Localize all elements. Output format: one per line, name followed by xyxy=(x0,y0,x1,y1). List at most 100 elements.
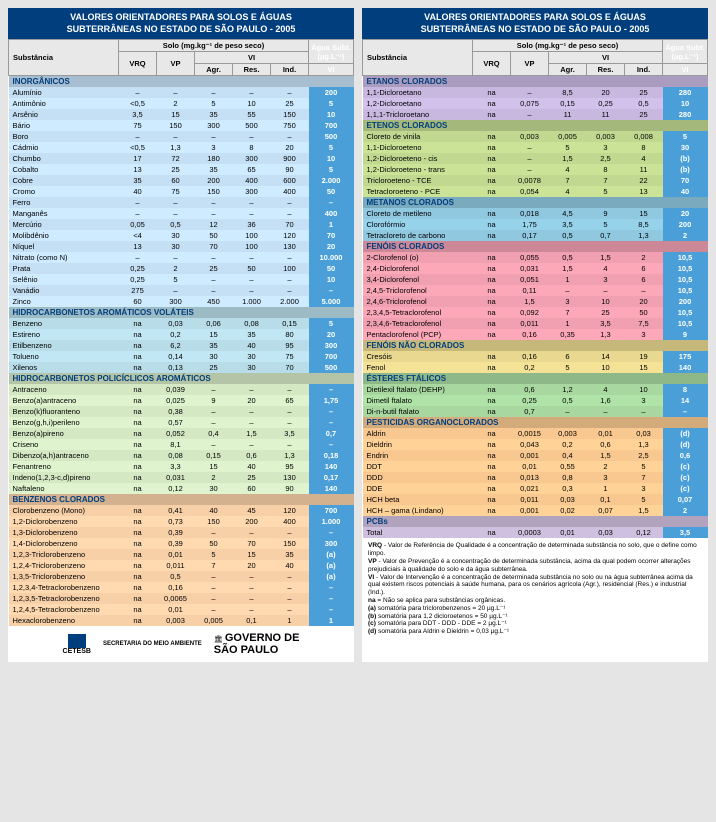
cell: 3 xyxy=(549,296,587,307)
cell: 1,2-Dicloroetano xyxy=(363,98,473,109)
cell: 0,14 xyxy=(157,351,195,362)
cell: na xyxy=(119,362,157,373)
cell: Benzo(g,h,i)perileno xyxy=(9,417,119,428)
cell: na xyxy=(473,450,511,461)
cell: 15 xyxy=(195,329,233,340)
cell: 1,5 xyxy=(587,252,625,263)
cell: Benzo(a)pireno xyxy=(9,428,119,439)
cell: 0,5 xyxy=(549,395,587,406)
cell: 0,055 xyxy=(511,252,549,263)
cell: 1,5 xyxy=(625,505,663,516)
table-row: 1,3-Diclorobenzenona0,39–––– xyxy=(9,527,354,538)
cell: – xyxy=(119,87,157,98)
cell: 0,08 xyxy=(157,450,195,461)
cell: 10,5 xyxy=(663,285,708,296)
table-row: Benzo(a)antracenona0,025920651,75 xyxy=(9,395,354,406)
cell: na xyxy=(473,505,511,516)
cell: 10 xyxy=(587,296,625,307)
cell: 1.000 xyxy=(309,516,354,527)
cell: 1,3 xyxy=(271,450,309,461)
cell: – xyxy=(233,131,271,142)
cell: HCH beta xyxy=(363,494,473,505)
th-substancia: Substância xyxy=(9,40,119,76)
cell: 90 xyxy=(271,164,309,175)
cell: (a) xyxy=(309,549,354,560)
table-row: 2,3,4,6-Tetraclorofenolna0,01113,57,510,… xyxy=(363,318,708,329)
cell: – xyxy=(625,285,663,296)
cell: Cobalto xyxy=(9,164,119,175)
cell: Cobre xyxy=(9,175,119,186)
cell: – xyxy=(625,406,663,417)
cell: – xyxy=(195,604,233,615)
cell: Dibenzo(a,h)antraceno xyxy=(9,450,119,461)
cell: 2 xyxy=(157,263,195,274)
cell: 0,5 xyxy=(549,252,587,263)
cell: 0,0015 xyxy=(511,428,549,439)
cell: Fenantreno xyxy=(9,461,119,472)
cell: 0,7 xyxy=(587,230,625,241)
table-row: Zinco603004501.0002.0005.000 xyxy=(9,296,354,307)
cell: 0,039 xyxy=(157,384,195,395)
section-header: ÉSTERES FTÁLICOS xyxy=(363,373,708,384)
cell: (a) xyxy=(309,571,354,582)
cell: 10.000 xyxy=(309,252,354,263)
th-res: Res. xyxy=(233,64,271,76)
cell: 4 xyxy=(549,186,587,197)
cell: 3,5 xyxy=(271,428,309,439)
cell: na xyxy=(473,208,511,219)
cell: 600 xyxy=(271,175,309,186)
table-row: 1,1-Dicloroetenona–53830 xyxy=(363,142,708,153)
cell: na xyxy=(119,483,157,494)
cell: na xyxy=(473,98,511,109)
cell: – xyxy=(271,208,309,219)
cell: 10 xyxy=(309,274,354,285)
cell: 0,2 xyxy=(549,439,587,450)
cell: – xyxy=(587,406,625,417)
cell: Aldrin xyxy=(363,428,473,439)
cell: 30 xyxy=(233,362,271,373)
cell: – xyxy=(233,384,271,395)
cell: na xyxy=(119,461,157,472)
cell: – xyxy=(309,406,354,417)
cell: – xyxy=(119,131,157,142)
cell: – xyxy=(587,285,625,296)
cell: 25 xyxy=(157,164,195,175)
cell: na xyxy=(119,505,157,516)
table-row: Selênio0,255–––10 xyxy=(9,274,354,285)
table-row: Di-n-butil ftalatona0,7–––– xyxy=(363,406,708,417)
cell: 0,01 xyxy=(157,604,195,615)
cell: 5 xyxy=(309,98,354,109)
cell: – xyxy=(271,87,309,98)
cell: 0,03 xyxy=(549,494,587,505)
cell: 6 xyxy=(625,263,663,274)
cell: Tricloroeteno - TCE xyxy=(363,175,473,186)
cell: 300 xyxy=(309,340,354,351)
cell: na xyxy=(119,417,157,428)
cell: na xyxy=(119,538,157,549)
cell: 5 xyxy=(309,318,354,329)
cell: 1,3 xyxy=(157,142,195,153)
cell: 100 xyxy=(233,241,271,252)
cell: 15 xyxy=(625,208,663,219)
cell: – xyxy=(511,142,549,153)
table-row: Hexaclorobenzenona0,0030,0050,111 xyxy=(9,615,354,626)
table-row: 1,2-Dicloroeteno - cisna–1,52,54(b) xyxy=(363,153,708,164)
table-row: Benzo(g,h,i)perilenona0,57–––– xyxy=(9,417,354,428)
cell: na xyxy=(119,615,157,626)
cell: 0,003 xyxy=(587,131,625,142)
cell: Antraceno xyxy=(9,384,119,395)
cell: 80 xyxy=(271,329,309,340)
cell: 3,5 xyxy=(587,318,625,329)
table-row: Cresóisna0,1661419175 xyxy=(363,351,708,362)
cell: Zinco xyxy=(9,296,119,307)
section-header: HIDROCARBONETOS AROMÁTICOS VOLÁTEIS xyxy=(9,307,354,318)
cell: 0,35 xyxy=(549,329,587,340)
cell: 8 xyxy=(625,142,663,153)
th-agua: Água Subt. (µg.L⁻¹) xyxy=(663,40,708,64)
cell: na xyxy=(473,131,511,142)
cell: 70 xyxy=(271,362,309,373)
cell: – xyxy=(233,285,271,296)
cetesb-logo: CETESB xyxy=(63,634,91,655)
cell: 1,5 xyxy=(511,296,549,307)
cell: 20 xyxy=(309,241,354,252)
